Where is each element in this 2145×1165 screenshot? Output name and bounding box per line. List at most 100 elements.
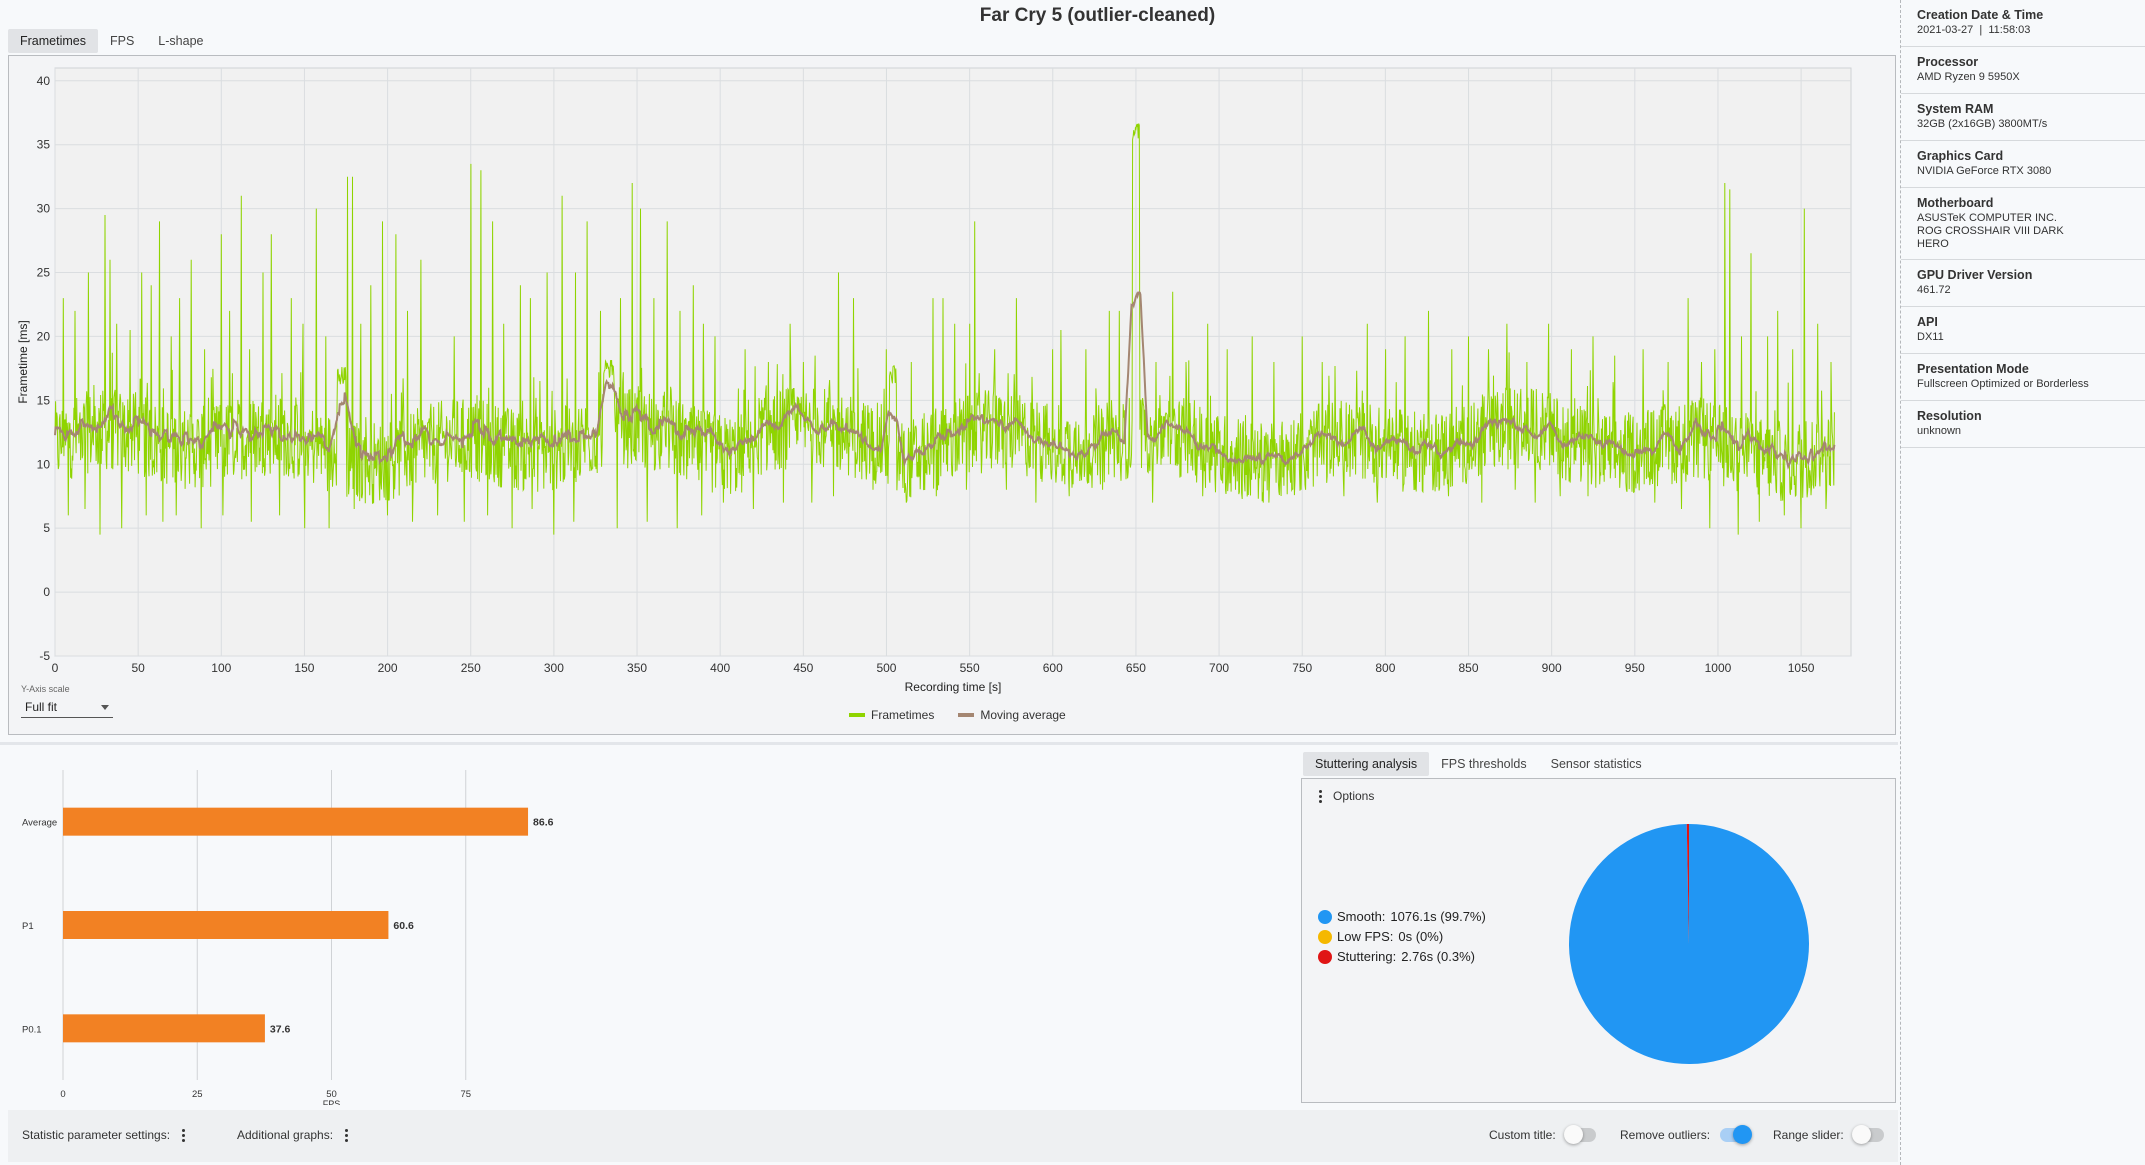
info-label: Motherboard (1917, 196, 1994, 210)
bar-p1 (63, 911, 389, 939)
info-label: Creation Date & Time (1917, 8, 2044, 22)
info-system-ram: System RAM 32GB (2x16GB) 3800MT/s (1901, 94, 2145, 141)
info-value: 2021-03-27 | 11:58:03 (1917, 24, 2031, 36)
tab-frametimes[interactable]: Frametimes (8, 29, 98, 53)
fps-bar-chart: Average 86.6 P1 60.6 P0.1 37.6 0 25 50 75 FPS (22, 770, 554, 1105)
remove-outliers-label: Remove outliers: (1620, 1128, 1711, 1142)
kebab-menu-icon (1317, 789, 1323, 803)
stuttering-dot-icon (1318, 949, 1332, 964)
remove-outliers-control: Remove outliers: (1620, 1125, 1753, 1144)
legend-row-stuttering: Stuttering: 2.76s (0.3%) (1318, 949, 1486, 964)
frametimes-series-line (54, 123, 1835, 535)
bar-value-label: 86.6 (533, 817, 554, 829)
info-label: Graphics Card (1917, 149, 2004, 163)
moving-average-series-line (54, 290, 1836, 470)
kebab-menu-icon[interactable] (343, 1128, 349, 1142)
remove-outliers-toggle[interactable] (1720, 1125, 1753, 1144)
bar-average (63, 807, 529, 836)
legend-swatch-frametimes (849, 713, 865, 717)
legend-row-low-fps: Low FPS: 0s (0%) (1318, 929, 1486, 944)
x-tick-label: 950 (1625, 661, 1645, 675)
legend-item-frametimes[interactable]: Frametimes (849, 708, 934, 722)
info-value: Fullscreen Optimized or Borderless (1917, 377, 2089, 390)
x-tick-label: 300 (544, 661, 564, 675)
y-ticks: -5 0 5 10 15 20 25 30 35 40 (37, 74, 51, 663)
tab-stuttering-analysis[interactable]: Stuttering analysis (1303, 752, 1430, 776)
x-tick-label: 900 (1542, 661, 1562, 675)
info-value: AMD Ryzen 9 5950X (1917, 71, 2020, 83)
info-label: Presentation Mode (1917, 361, 2029, 376)
y-axis-scale-control: Y-Axis scale Full fit (21, 684, 113, 718)
range-slider-toggle[interactable] (1851, 1125, 1884, 1144)
custom-title-toggle[interactable] (1563, 1125, 1596, 1144)
frametime-chart[interactable]: 0 50 100 150 200 250 300 350 400 450 500 550 600 650 7… (9, 56, 1897, 736)
y-axis-scale-dropdown[interactable]: Full fit (21, 698, 113, 718)
chart-tabs: Frametimes FPS L-shape (8, 29, 215, 53)
info-label: System RAM (1917, 102, 1994, 116)
statistic-parameter-settings[interactable]: Statistic parameter settings: (22, 1128, 186, 1142)
stuttering-panel: Options Smooth: 1076.1s (99.7%) Low FPS:… (1301, 778, 1896, 1103)
low-fps-label: Low FPS: (1337, 929, 1394, 944)
info-value: NVIDIA GeForce RTX 3080 (1917, 165, 2052, 177)
bar-x-tick-label: 0 (60, 1089, 65, 1100)
info-label: Processor (1917, 55, 1979, 69)
stuttering-legend: Smooth: 1076.1s (99.7%) Low FPS: 0s (0%)… (1318, 909, 1486, 969)
pie-slice-stuttering (1686, 824, 1689, 944)
x-tick-label: 500 (876, 661, 896, 675)
low-fps-value: 0s (0%) (1398, 929, 1444, 944)
tab-sensor-statistics[interactable]: Sensor statistics (1550, 757, 1642, 771)
x-tick-label: 0 (52, 661, 59, 675)
y-tick-label: 30 (37, 202, 51, 216)
stuttering-value: 2.76s (0.3%) (1401, 949, 1475, 964)
custom-title-control: Custom title: (1489, 1125, 1596, 1144)
tab-l-shape[interactable]: L-shape (158, 34, 204, 48)
kebab-menu-icon[interactable] (180, 1128, 186, 1142)
x-tick-label: 350 (627, 661, 647, 675)
info-resolution: Resolution unknown (1901, 401, 2145, 448)
x-axis-label: Recording time [s] (905, 680, 1002, 694)
y-tick-label: 20 (37, 329, 51, 343)
x-tick-label: 100 (211, 661, 231, 675)
chevron-down-icon (101, 705, 109, 710)
y-tick-label: 0 (43, 585, 50, 599)
info-graphics-card: Graphics Card NVIDIA GeForce RTX 3080 (1901, 141, 2145, 188)
bar-value-label: 37.6 (270, 1023, 291, 1035)
options-label: Options (1333, 789, 1375, 803)
custom-title-label: Custom title: (1489, 1128, 1556, 1142)
x-tick-label: 1050 (1788, 661, 1815, 675)
y-tick-label: 25 (37, 266, 51, 280)
legend-label-moving-average: Moving average (980, 708, 1066, 722)
y-tick-label: -5 (39, 649, 50, 663)
info-creation-date: Creation Date & Time 2021-03-27 | 11:58:… (1901, 0, 2145, 47)
y-tick-label: 15 (37, 393, 51, 407)
legend-item-moving-average[interactable]: Moving average (958, 708, 1066, 722)
legend-swatch-moving-average (958, 713, 975, 717)
additional-graphs[interactable]: Additional graphs: (237, 1128, 349, 1142)
info-value: ASUSTeK COMPUTER INC. ROG CROSSHAIR VIII… (1917, 212, 2064, 251)
additional-graphs-label: Additional graphs: (237, 1128, 334, 1142)
info-value: 461.72 (1917, 283, 1951, 296)
chart-title: Far Cry 5 (outlier-cleaned) (979, 5, 1216, 26)
x-tick-label: 200 (378, 661, 398, 675)
bar-category-label: Average (22, 818, 57, 829)
tab-fps[interactable]: FPS (109, 34, 135, 48)
bar-p01 (63, 1014, 265, 1043)
x-tick-label: 450 (793, 661, 813, 675)
y-tick-label: 35 (37, 138, 51, 152)
stuttering-pie-chart (1569, 824, 1809, 1064)
bar-x-tick-label: 50 (326, 1089, 337, 1100)
options-button[interactable]: Options (1317, 789, 1374, 803)
analysis-tabs: Stuttering analysis FPS thresholds Senso… (1303, 752, 1654, 776)
y-axis-scale-label: Y-Axis scale (21, 684, 70, 694)
x-tick-label: 400 (710, 661, 730, 675)
info-motherboard: Motherboard ASUSTeK COMPUTER INC. ROG CR… (1901, 188, 2145, 260)
x-tick-label: 150 (294, 661, 314, 675)
y-axis-scale-value: Full fit (25, 700, 58, 714)
x-tick-label: 850 (1459, 661, 1479, 675)
info-api: API DX11 (1901, 307, 2145, 354)
statistic-parameter-label: Statistic parameter settings: (22, 1128, 171, 1142)
x-tick-label: 1000 (1705, 661, 1732, 675)
tab-fps-thresholds[interactable]: FPS thresholds (1441, 757, 1527, 771)
range-slider-control: Range slider: (1773, 1125, 1884, 1144)
bar-category-label: P0.1 (22, 1024, 42, 1035)
